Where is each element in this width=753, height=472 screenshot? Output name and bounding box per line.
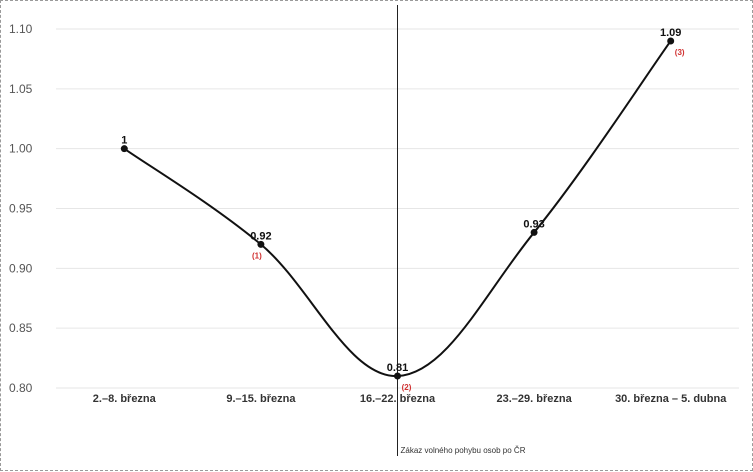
data-label: 0.81 — [387, 362, 408, 374]
data-note: (3) — [675, 48, 685, 57]
data-label: 0.92 — [250, 230, 271, 242]
data-note: (2) — [402, 383, 412, 392]
lockdown-annotation: Zákaz volného pohybu osob po ČR — [397, 5, 526, 456]
data-point — [257, 240, 265, 248]
y-tick-label: 1.00 — [9, 142, 33, 156]
data-point — [120, 145, 128, 153]
data-labels: 1 0.92 (1) 0.81 (2) 0.93 1.09 (3) — [121, 27, 685, 392]
x-axis-ticks: 2.–8. března 9.–15. března 16.–22. března 2… — [93, 393, 727, 405]
data-points — [120, 37, 675, 380]
data-point — [394, 372, 401, 380]
x-tick-label: 2.–8. března — [93, 393, 157, 405]
y-tick-label: 1.10 — [9, 22, 33, 36]
data-note: (1) — [252, 251, 262, 260]
data-point — [667, 37, 675, 45]
x-tick-label: 23.–29. března — [496, 393, 572, 405]
data-label: 1.09 — [660, 27, 681, 39]
x-tick-label: 30. března – 5. dubna — [615, 393, 727, 405]
data-label: 0.93 — [523, 218, 544, 230]
series-line — [123, 40, 672, 378]
y-tick-label: 0.85 — [9, 321, 33, 335]
data-point — [530, 228, 538, 236]
x-tick-label: 9.–15. března — [226, 393, 296, 405]
data-label: 1 — [121, 135, 127, 147]
y-tick-label: 1.05 — [9, 82, 33, 96]
lockdown-label: Zákaz volného pohybu osob po ČR — [401, 446, 526, 455]
y-axis-ticks: 0.80 0.85 0.90 0.95 1.00 1.05 1.10 — [9, 22, 33, 395]
y-tick-label: 0.90 — [9, 261, 33, 275]
y-tick-label: 0.80 — [9, 381, 33, 395]
y-tick-label: 0.95 — [9, 202, 33, 216]
